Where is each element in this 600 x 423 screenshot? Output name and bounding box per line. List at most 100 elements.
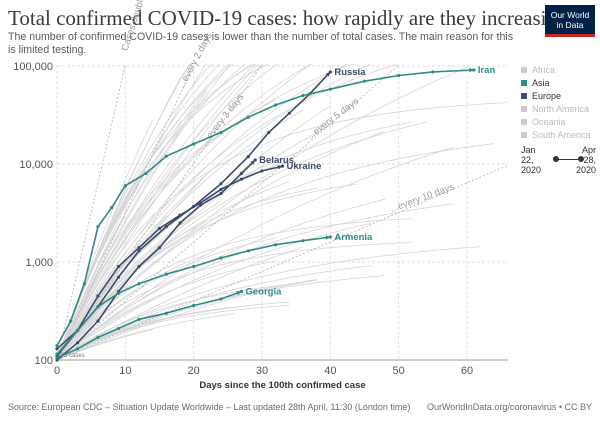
time-slider-end-day: 28,	[583, 155, 597, 165]
series-point-ukraine	[96, 294, 100, 298]
doubling-reference-label: Cases double every day	[120, 0, 162, 52]
series-point-iran	[123, 184, 127, 188]
series-point-armenia	[328, 235, 332, 239]
legend-item-south-america[interactable]: South America	[521, 128, 596, 141]
legend-swatch	[521, 66, 527, 73]
legend-label: South America	[532, 129, 591, 140]
series-point-belarus	[75, 341, 80, 345]
series-point-iran	[431, 70, 435, 74]
legend-swatch	[521, 105, 527, 112]
series-point-ukraine	[116, 264, 121, 269]
series-label-iran: Iran	[478, 65, 496, 76]
credit-link[interactable]: OurWorldInData.org/coronavirus • CC BY	[426, 402, 592, 412]
series-point-georgia	[219, 297, 223, 301]
series-point-ukraine	[239, 177, 244, 181]
x-tick-label: 0	[54, 365, 60, 377]
logo-line-1: Our World	[550, 10, 590, 20]
background-country-line	[57, 282, 304, 360]
series-point-russia	[246, 154, 250, 159]
legend-label: Europe	[532, 90, 562, 101]
series-point-iran	[55, 344, 59, 348]
series-line-armenia	[56, 236, 331, 355]
y-tick-label: 100	[35, 355, 53, 367]
series-point-belarus	[239, 171, 244, 176]
doubling-reference-line	[57, 65, 398, 360]
series-point-belarus	[219, 191, 223, 196]
background-country-line	[57, 64, 253, 360]
legend-item-north-america[interactable]: North America	[521, 102, 596, 115]
background-country-line	[57, 305, 290, 360]
series-point-armenia	[55, 352, 59, 356]
time-slider-track[interactable]	[552, 156, 584, 164]
owid-logo[interactable]: Our World in Data	[545, 5, 595, 37]
series-line-iran	[56, 69, 474, 347]
series-label-russia: Russia	[334, 67, 366, 78]
series-point-georgia	[75, 347, 80, 351]
chart-title: Total confirmed COVID-19 cases: how rapi…	[8, 6, 577, 30]
background-country-line	[57, 222, 372, 360]
background-country-line	[57, 87, 208, 360]
background-country-line	[57, 121, 427, 360]
series-point-georgia	[96, 335, 100, 340]
legend-item-europe[interactable]: Europe	[521, 89, 596, 102]
series-point-iran	[274, 103, 278, 107]
time-slider-start-day: 22,	[521, 155, 534, 165]
series-point-iran	[82, 282, 86, 286]
series-point-belarus	[137, 264, 141, 269]
background-country-line	[57, 143, 495, 360]
x-tick-label: 40	[324, 365, 336, 377]
series-point-armenia	[192, 264, 196, 269]
legend-label: Oceania	[532, 116, 566, 127]
series-point-armenia	[301, 239, 305, 243]
series-point-armenia	[75, 328, 80, 333]
time-slider-end-year: 2020	[575, 165, 596, 175]
time-slider-line	[554, 159, 582, 160]
series-point-ukraine	[198, 201, 203, 205]
background-country-line	[57, 64, 191, 360]
series-label-ukraine: Ukraine	[287, 161, 322, 172]
legend-item-asia[interactable]: Asia	[521, 76, 596, 89]
background-country-line	[57, 102, 509, 360]
doubling-reference-line	[57, 164, 509, 360]
background-country-line	[57, 64, 265, 360]
time-slider-end-handle[interactable]	[577, 156, 584, 162]
series-point-armenia	[96, 305, 100, 309]
time-slider-start-handle[interactable]	[552, 156, 559, 162]
background-country-line	[57, 64, 214, 360]
series-arrow-belarus	[250, 159, 256, 165]
series-point-armenia	[219, 256, 223, 260]
background-country-line	[57, 64, 312, 360]
time-slider[interactable]: Jan Apr 22, 28, 2020 2020	[521, 145, 596, 175]
background-country-line	[57, 130, 386, 360]
background-country-line	[57, 203, 454, 360]
logo-line-2: in Data	[556, 20, 584, 30]
legend-swatch	[521, 79, 527, 86]
x-tick-label: 60	[461, 365, 473, 377]
legend-item-africa[interactable]: Africa	[521, 63, 596, 76]
background-country-line	[57, 64, 257, 360]
background-country-line	[57, 64, 399, 360]
background-country-line	[57, 260, 276, 360]
series-point-russia	[116, 275, 121, 279]
series-point-iran	[219, 130, 223, 135]
series-point-belarus	[157, 246, 162, 250]
background-country-line	[57, 64, 191, 360]
series-arrow-armenia	[325, 235, 331, 240]
background-country-line	[57, 64, 279, 360]
chart-subtitle: The number of confirmed COVID-19 cases i…	[8, 31, 514, 56]
legend-item-oceania[interactable]: Oceania	[521, 115, 596, 128]
y-tick-label: 10,000	[19, 159, 53, 171]
legend-label: Asia	[532, 77, 550, 88]
series-point-armenia	[137, 282, 141, 286]
series-point-iran	[164, 154, 168, 158]
series-point-iran	[246, 115, 250, 119]
series-point-ukraine	[280, 164, 285, 168]
series-point-iran	[328, 87, 332, 91]
start-cases-label: @5 cases	[58, 353, 85, 359]
series-point-georgia	[116, 326, 121, 331]
legend-label: North America	[532, 103, 590, 114]
series-point-armenia	[274, 243, 278, 247]
x-tick-label: 10	[119, 365, 131, 377]
legend-swatch	[521, 92, 527, 99]
